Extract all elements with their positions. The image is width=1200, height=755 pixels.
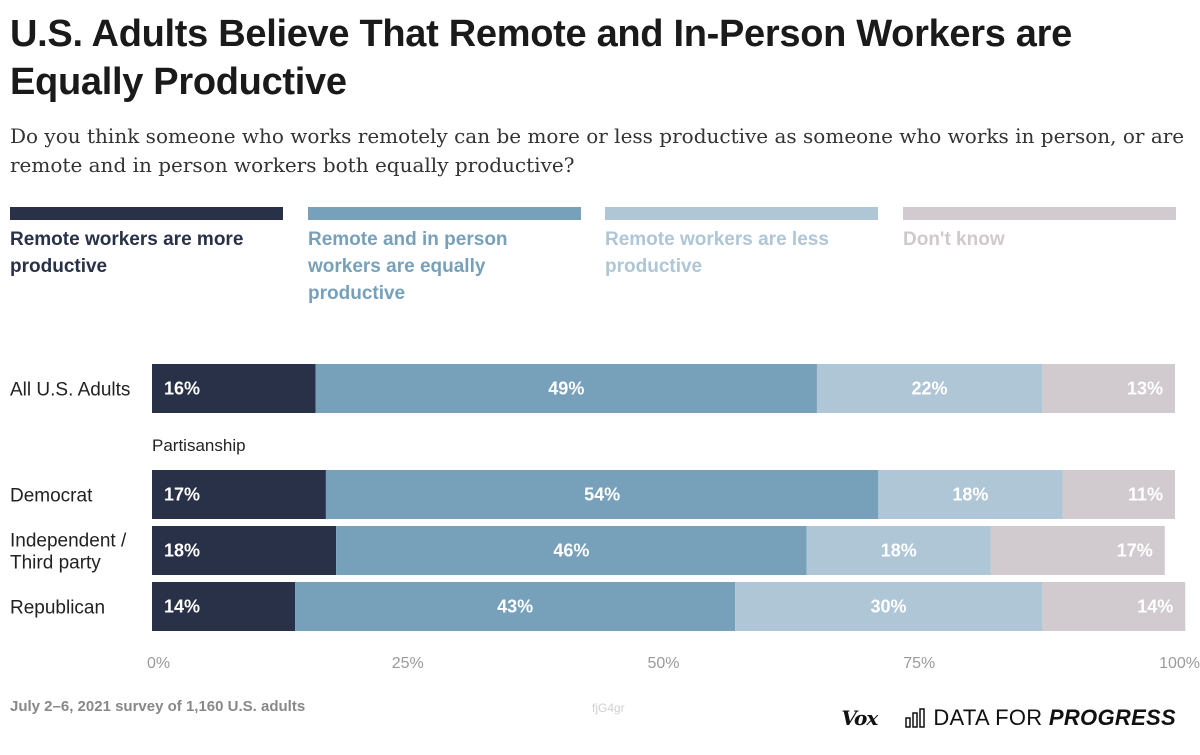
x-tick-label-100: 100% [1159, 655, 1200, 672]
bar-republican-series-1 [295, 582, 736, 631]
bar-democrat-series-0 [152, 470, 326, 519]
row-label-republican: Republican [10, 598, 105, 619]
data-label-democrat-series-0: 17% [164, 485, 200, 505]
legend: Remote workers are more productive Remot… [10, 207, 1176, 307]
data-label-democrat-series-3: 11% [1128, 485, 1163, 505]
data-label-republican-series-3: 14% [1137, 597, 1173, 617]
legend-label-dont-know: Don't know [903, 229, 1005, 250]
data-label-democrat-series-2: 18% [952, 485, 988, 505]
bar-all-u-s-adults-series-0 [152, 364, 316, 413]
bar-republican-series-2 [735, 582, 1043, 631]
bar-independent-third-party-series-1 [336, 526, 807, 575]
bar-independent-third-party-series-2 [806, 526, 991, 575]
bar-chart-icon [905, 708, 926, 728]
x-tick-label-50: 50% [647, 655, 679, 672]
data-label-republican-series-0: 14% [164, 597, 200, 617]
row-label-independent-third-party-line-0: Independent / [10, 531, 127, 552]
dfp-logo-plain: DATA FOR [933, 705, 1049, 730]
bar-democrat-series-2 [878, 470, 1063, 519]
legend-label-less-productive: Remote workers are less productive [605, 229, 829, 277]
bar-independent-third-party-series-0 [152, 526, 337, 575]
chart-title: U.S. Adults Believe That Remote and In-P… [10, 13, 1072, 103]
row-label-all-u-s-adults: All U.S. Adults [10, 380, 130, 401]
data-label-republican-series-2: 30% [871, 597, 907, 617]
legend-swatch-less-productive [605, 207, 878, 220]
data-label-democrat-series-1: 54% [584, 485, 620, 505]
legend-swatch-dont-know [903, 207, 1176, 220]
row-label-democrat: Democrat [10, 486, 93, 507]
data-label-all-u-s-adults-series-1: 49% [548, 379, 584, 399]
data-label-independent-third-party-series-1: 46% [553, 541, 589, 561]
bar-all-u-s-adults-series-3 [1042, 364, 1175, 413]
row-label-independent-third-party-line-1: Third party [10, 553, 101, 574]
vox-logo: Vox [841, 706, 878, 730]
bar-independent-third-party-series-3 [990, 526, 1165, 575]
source-note: July 2–6, 2021 survey of 1,160 U.S. adul… [10, 698, 306, 715]
bar-democrat-series-1 [325, 470, 879, 519]
bar-all-u-s-adults-series-1 [315, 364, 817, 413]
legend-label-more-productive: Remote workers are more productive [10, 229, 244, 277]
bar-all-u-s-adults-series-2 [816, 364, 1043, 413]
bar-democrat-series-3 [1062, 470, 1175, 519]
legend-item-more-productive: Remote workers are more productive [10, 207, 283, 280]
data-label-all-u-s-adults-series-2: 22% [911, 379, 947, 399]
bar-republican-series-3 [1042, 582, 1186, 631]
legend-item-equally-productive: Remote and in person workers are equally… [308, 207, 581, 307]
dfp-logo-bold: PROGRESS [1048, 705, 1176, 730]
bar-republican-series-0 [152, 582, 296, 631]
x-tick-label-25: 25% [392, 655, 424, 672]
data-label-independent-third-party-series-3: 17% [1117, 541, 1153, 561]
chart-id: fjG4gr [592, 701, 625, 715]
legend-swatch-equally-productive [308, 207, 581, 220]
x-tick-label-0: 0% [147, 655, 170, 672]
brand-logos: Vox DATA FOR PROGRESS [841, 705, 1176, 731]
stacked-bar-chart: 16% 49% 22% 13% All U.S. Adults 17% 54% 18% 11% D… [10, 364, 1200, 672]
legend-swatch-more-productive [10, 207, 283, 220]
data-label-all-u-s-adults-series-0: 16% [164, 379, 200, 399]
chart-subtitle: Do you think someone who works remotely … [10, 124, 1185, 177]
data-label-independent-third-party-series-2: 18% [881, 541, 917, 561]
data-label-all-u-s-adults-series-3: 13% [1127, 379, 1163, 399]
legend-item-less-productive: Remote workers are less productive [605, 207, 878, 280]
legend-item-dont-know: Don't know [903, 207, 1176, 253]
x-tick-label-75: 75% [903, 655, 935, 672]
data-label-republican-series-1: 43% [497, 597, 533, 617]
group-label-partisanship: Partisanship [152, 436, 246, 455]
data-label-independent-third-party-series-0: 18% [164, 541, 200, 561]
legend-label-equally-productive: Remote and in person workers are equally… [308, 229, 508, 304]
data-for-progress-logo: DATA FOR PROGRESS [933, 705, 1176, 731]
